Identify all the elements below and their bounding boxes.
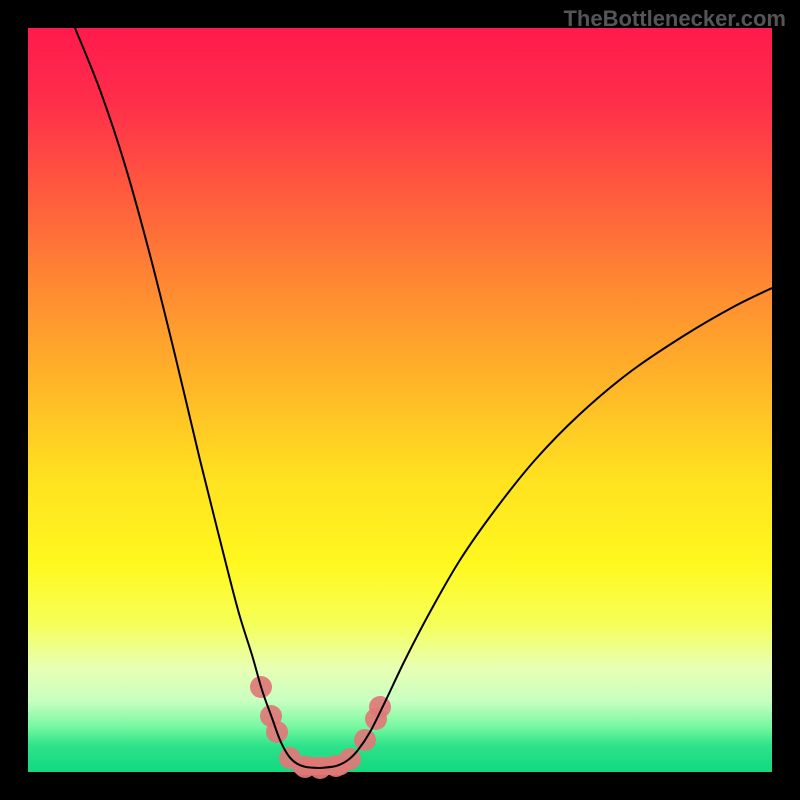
valley-dot xyxy=(369,696,391,718)
chart-svg xyxy=(0,0,800,800)
plot-background xyxy=(28,28,772,772)
figure-root: TheBottlenecker.com xyxy=(0,0,800,800)
